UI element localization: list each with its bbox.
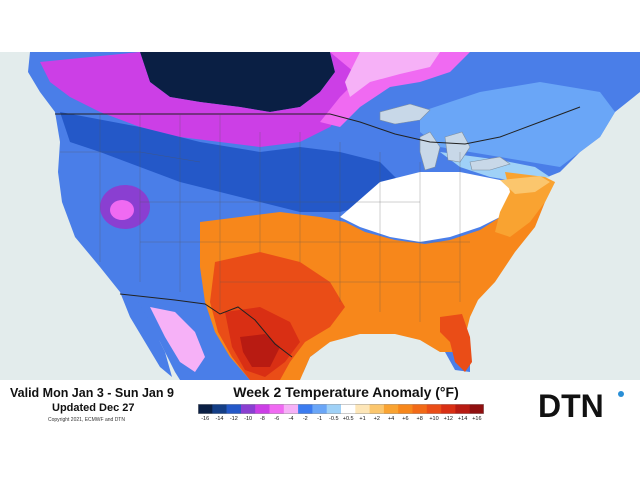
- atlantic-ocean: [475, 112, 640, 380]
- legend-swatch: [269, 404, 285, 414]
- map-footer: Valid Mon Jan 3 - Sun Jan 9 Updated Dec …: [0, 380, 640, 432]
- legend-label: -4: [288, 416, 294, 422]
- legend-swatch: [255, 404, 270, 414]
- legend-swatch: [298, 404, 313, 414]
- legend-border: [198, 404, 484, 414]
- legend-label: -2: [302, 416, 308, 422]
- legend-swatch: [240, 404, 256, 414]
- anomaly-plus14: [240, 334, 280, 367]
- dtn-logo: DTN: [538, 388, 624, 422]
- pacific-ocean: [0, 52, 180, 380]
- legend-label: -6: [274, 416, 280, 422]
- legend-label: +6: [402, 416, 409, 422]
- legend-swatch: [369, 404, 385, 414]
- legend-label: +1: [359, 416, 366, 422]
- anomaly-plus2-east: [500, 176, 550, 194]
- anomaly-minus6-pocket: [110, 200, 134, 220]
- baja: [120, 292, 172, 377]
- legend-label: +2: [373, 416, 380, 422]
- anomaly-minus4-sw: [150, 307, 205, 372]
- gulf-of-mexico: [300, 334, 455, 380]
- state-lines: [60, 114, 470, 322]
- legend-swatch: [212, 404, 227, 414]
- anomaly-neutral: [340, 172, 520, 242]
- legend-swatch: [355, 404, 370, 414]
- legend-swatch: [326, 404, 342, 414]
- legend-labels: -16 -14 -12 -10 -8 -6 -4 -2 -1 -0.5 +0.5 +1 +2 +4 +6 +8…: [198, 416, 484, 426]
- us-mexico-border: [119, 293, 293, 358]
- map-svg: [0, 52, 640, 380]
- legend-swatch: [341, 404, 356, 414]
- legend-swatch: [398, 404, 413, 414]
- legend-swatch: [312, 404, 327, 414]
- svg-text:DTN: DTN: [538, 388, 604, 422]
- legend-swatch: [226, 404, 242, 414]
- legend-swatch: [469, 404, 484, 414]
- legend-label: -12: [229, 416, 238, 422]
- anomaly-minus8: [40, 52, 400, 147]
- legend-label: -14: [215, 416, 224, 422]
- map-title: Week 2 Temperature Anomaly (°F): [233, 384, 459, 400]
- legend-label: +10: [429, 416, 439, 422]
- legend-label: +16: [472, 416, 482, 422]
- valid-dates: Valid Mon Jan 3 - Sun Jan 9: [10, 386, 174, 400]
- legend-label: -0.5: [329, 416, 339, 422]
- legend-color-bar: [198, 404, 484, 414]
- copyright-notice: Copyright 2021, ECMWF and DTN: [48, 417, 125, 423]
- legend-swatch: [383, 404, 399, 414]
- legend-label: +14: [457, 416, 468, 422]
- legend-label: +12: [443, 416, 453, 422]
- legend-label: +0.5: [342, 416, 354, 422]
- florida: [440, 314, 472, 372]
- legend-swatch: [283, 404, 299, 414]
- temperature-anomaly-map: [0, 52, 640, 380]
- anomaly-minus4: [345, 52, 440, 97]
- legend-swatch: [198, 404, 213, 414]
- legend-swatch: [441, 404, 456, 414]
- legend-swatch: [455, 404, 470, 414]
- us-canada-border: [55, 106, 581, 145]
- legend-label: +8: [416, 416, 423, 422]
- legend-label: -8: [259, 416, 265, 422]
- anomaly-minus16: [140, 52, 335, 112]
- legend-label: -1: [317, 416, 323, 422]
- legend-swatch: [426, 404, 442, 414]
- legend-label: -16: [201, 416, 210, 422]
- updated-date: Updated Dec 27: [52, 402, 135, 414]
- legend-label: -10: [244, 416, 253, 422]
- great-lakes: [379, 103, 511, 171]
- anomaly-minus12: [60, 112, 400, 212]
- legend-swatch: [412, 404, 428, 414]
- legend-label: +4: [387, 416, 395, 422]
